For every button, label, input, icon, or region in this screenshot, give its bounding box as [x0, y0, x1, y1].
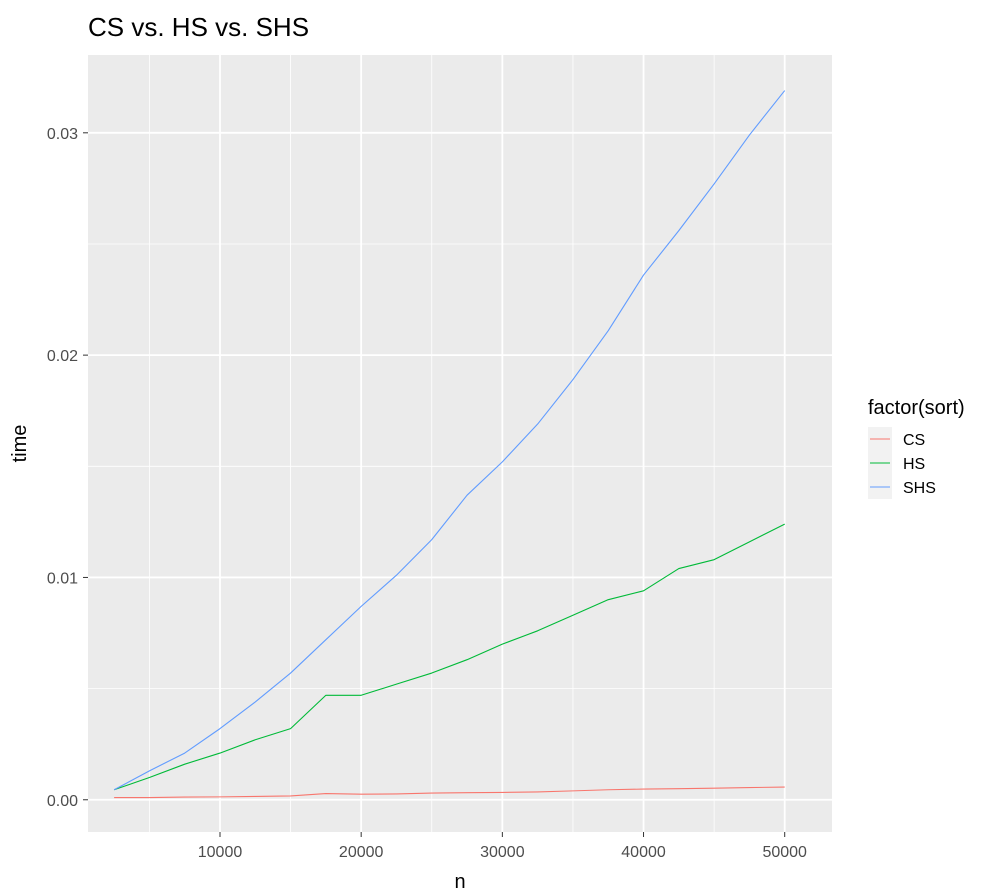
x-tick-label: 10000	[198, 844, 243, 861]
legend: factor(sort) CS HS SHS	[868, 397, 965, 499]
series-lines	[113, 90, 786, 799]
series-line-cs	[114, 786, 785, 799]
chart-title: CS vs. HS vs. SHS	[88, 12, 309, 42]
series-line-shs	[113, 90, 786, 791]
legend-title: factor(sort)	[868, 397, 965, 419]
series-line-hs	[113, 523, 785, 791]
x-axis: 10000 20000 30000 40000 50000	[198, 832, 807, 861]
x-axis-title: n	[454, 871, 465, 893]
y-tick-label: 0.00	[47, 793, 78, 810]
y-tick-label: 0.02	[47, 348, 78, 365]
plot-panel	[88, 55, 832, 832]
x-tick-label: 50000	[762, 844, 807, 861]
x-tick-label: 40000	[621, 844, 666, 861]
x-tick-label: 30000	[480, 844, 525, 861]
x-tick-label: 20000	[339, 844, 384, 861]
legend-label: HS	[903, 456, 925, 473]
legend-label: SHS	[903, 480, 936, 497]
legend-item-shs: SHS	[868, 475, 936, 499]
y-axis: 0.00 0.01 0.02 0.03	[47, 126, 88, 810]
legend-item-hs: HS	[868, 451, 925, 475]
legend-items: CS HS SHS	[868, 427, 936, 499]
y-axis-title: time	[9, 425, 31, 463]
legend-label: CS	[903, 432, 925, 449]
y-tick-label: 0.01	[47, 570, 78, 587]
y-tick-label: 0.03	[47, 126, 78, 143]
legend-item-cs: CS	[868, 427, 925, 451]
major-gridlines	[88, 55, 832, 832]
